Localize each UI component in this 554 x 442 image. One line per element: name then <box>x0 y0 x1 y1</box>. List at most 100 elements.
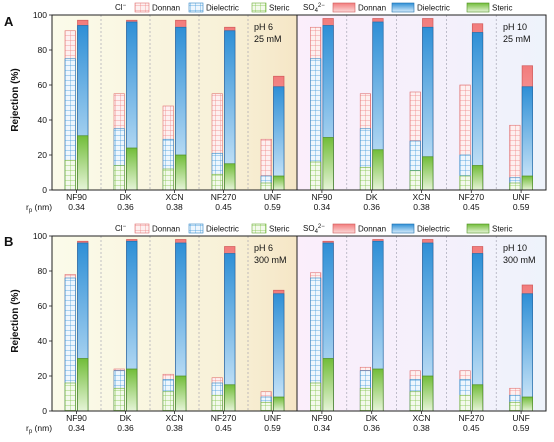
legend-swatch-cl-steric <box>251 223 267 234</box>
bar-so4-steric <box>126 368 138 412</box>
rp-value-label: 0.45 <box>215 202 232 212</box>
legend-cl: Cl− <box>115 224 127 233</box>
bar-so4-steric <box>372 368 384 412</box>
bar-so4-steric <box>422 156 434 191</box>
x-tick-label: DK <box>120 192 132 202</box>
condition-concentration: 300 mM <box>503 255 536 265</box>
legend-cl: Cl− <box>115 3 127 12</box>
rp-value-label: 0.34 <box>68 202 85 212</box>
legend-swatch-so4-steric <box>466 2 490 13</box>
x-tick-label: NF270 <box>211 192 237 202</box>
x-tick-label: XCN <box>166 192 184 202</box>
x-tick-label: NF90 <box>312 192 333 202</box>
x-tick-label: DK <box>366 413 378 423</box>
y-tick-label: 20 <box>38 371 48 381</box>
condition-ph: pH 10 <box>503 243 527 253</box>
rp-value-label: 0.36 <box>363 202 380 212</box>
y-axis-label-b: Rejection (%) <box>10 289 21 352</box>
plot-frame <box>51 14 547 191</box>
y-tick-label: 0 <box>42 185 47 195</box>
panel-letter-b: B <box>4 234 13 249</box>
bar-so4-steric <box>224 163 236 191</box>
panel-letter-a: A <box>4 14 14 29</box>
bar-so4-steric <box>77 358 89 412</box>
legend-so4: SO42− <box>303 3 325 14</box>
rp-value-label: 0.45 <box>463 202 480 212</box>
condition-concentration: 300 mM <box>254 255 287 265</box>
condition-ph: pH 6 <box>254 22 273 32</box>
x-tick-label: NF90 <box>66 192 87 202</box>
legend-swatch-cl-donnan <box>134 2 150 13</box>
x-tick-label: UNF <box>264 413 281 423</box>
y-tick-label: 0 <box>42 406 47 416</box>
bar-so4-steric <box>521 396 533 412</box>
subplot-bg-right <box>297 236 546 411</box>
bar-cl-steric <box>260 401 272 412</box>
x-tick-label: NF270 <box>459 192 485 202</box>
legend-label-cl-dielectric: Dielectric <box>206 225 239 234</box>
legend-label-cl-dielectric: Dielectric <box>206 4 239 13</box>
legend-swatch-so4-dielectric <box>391 223 415 234</box>
x-tick-label: UNF <box>264 192 281 202</box>
bar-so4-steric <box>372 149 384 191</box>
bar-cl-steric <box>162 391 174 412</box>
legend-label-cl-donnan: Donnan <box>152 4 180 13</box>
plot-frame <box>51 235 547 412</box>
bar-cl-steric <box>409 391 421 412</box>
bar-cl-steric <box>310 382 322 412</box>
bar-cl-steric <box>113 387 125 412</box>
subplot-bg-left <box>52 236 297 411</box>
legend: Cl− Donnan Dielectric Steric SO42− Donnan Diel… <box>115 223 512 235</box>
y-tick-label: 80 <box>38 266 48 276</box>
legend-swatch-cl-dielectric <box>188 223 204 234</box>
bar-so4-dielectric <box>273 86 285 191</box>
bar-so4-dielectric <box>521 86 533 191</box>
bar-cl-steric <box>359 166 372 191</box>
rp-value-label: 0.38 <box>166 202 183 212</box>
condition-ph: pH 6 <box>254 243 273 253</box>
bar-so4-steric <box>521 175 533 191</box>
panels: NF900.34DK0.36XCN0.38NF2700.45UNF0.59pH … <box>26 2 547 435</box>
legend-label-so4-steric: Steric <box>492 225 512 234</box>
rp-value-label: 0.59 <box>264 202 281 212</box>
legend-swatch-cl-dielectric <box>188 2 204 13</box>
legend-label-cl-steric: Steric <box>269 4 289 13</box>
legend-label-so4-steric: Steric <box>492 4 512 13</box>
bar-so4-steric <box>224 384 236 412</box>
bar-cl-steric <box>509 401 521 412</box>
bar-so4-steric <box>126 147 138 191</box>
bar-so4-steric <box>322 137 334 191</box>
rp-axis-label: rp (nm) <box>26 202 52 214</box>
x-tick-label: NF90 <box>312 413 333 423</box>
rp-value-label: 0.34 <box>314 423 331 433</box>
panel-b: NF900.34DK0.36XCN0.38NF2700.45UNF0.59pH … <box>26 223 547 435</box>
rp-value-label: 0.36 <box>117 423 134 433</box>
subplot-bg-right <box>297 15 546 190</box>
legend-label-so4-dielectric: Dielectric <box>417 225 450 234</box>
rp-value-label: 0.38 <box>166 423 183 433</box>
bar-cl-steric <box>459 175 471 191</box>
legend-label-cl-steric: Steric <box>269 225 289 234</box>
y-tick-label: 20 <box>38 150 48 160</box>
legend-label-so4-donnan: Donnan <box>358 225 386 234</box>
y-tick-label: 100 <box>33 10 47 20</box>
x-tick-label: XCN <box>413 413 431 423</box>
x-tick-label: NF270 <box>211 413 237 423</box>
y-tick-label: 100 <box>33 231 47 241</box>
y-tick-label: 40 <box>38 115 48 125</box>
rp-value-label: 0.36 <box>117 202 134 212</box>
rp-value-label: 0.34 <box>314 202 331 212</box>
y-tick-label: 40 <box>38 336 48 346</box>
bar-so4-dielectric <box>273 293 285 412</box>
bar-cl-steric <box>310 161 322 191</box>
legend-so4: SO42− <box>303 224 325 235</box>
bar-so4-steric <box>77 135 89 191</box>
x-tick-label: UNF <box>512 192 529 202</box>
legend-swatch-so4-donnan <box>332 2 356 13</box>
bar-so4-steric <box>175 375 187 412</box>
y-tick-label: 60 <box>38 301 48 311</box>
rp-value-label: 0.45 <box>463 423 480 433</box>
x-tick-label: DK <box>120 413 132 423</box>
